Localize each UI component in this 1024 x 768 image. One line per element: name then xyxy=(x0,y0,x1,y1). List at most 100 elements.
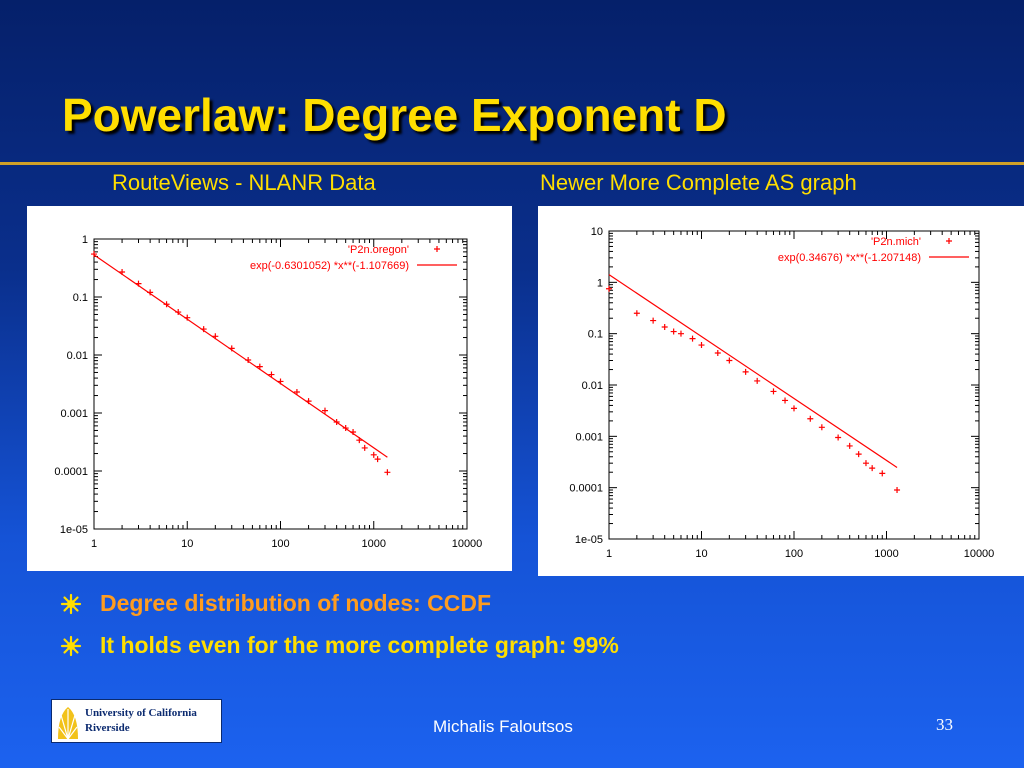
bullet-item: Degree distribution of nodes: CCDF xyxy=(60,590,491,617)
y-tick-label: 1e-05 xyxy=(60,524,88,536)
data-point xyxy=(650,317,657,324)
bullet-text: It holds even for the more complete grap… xyxy=(100,632,619,658)
data-point xyxy=(333,418,340,425)
data-point xyxy=(256,363,263,370)
data-point xyxy=(277,378,284,385)
y-tick-label: 0.1 xyxy=(588,329,603,341)
data-point xyxy=(293,389,300,396)
data-point xyxy=(670,328,677,335)
y-tick-label: 0.0001 xyxy=(54,466,88,478)
footer-author: Michalis Faloutsos xyxy=(433,717,573,736)
data-point xyxy=(370,451,377,458)
x-tick-label: 10000 xyxy=(452,538,483,550)
y-tick-label: 1 xyxy=(82,234,88,246)
data-point xyxy=(879,470,886,477)
x-tick-label: 100 xyxy=(785,548,803,560)
data-point xyxy=(633,310,640,317)
data-point xyxy=(342,425,349,432)
x-tick-label: 100 xyxy=(271,538,289,550)
burst-bullet-icon xyxy=(60,635,82,656)
legend-label-points: 'P2n.oregon' xyxy=(348,244,409,256)
legend-label-fit: exp(-0.6301052) *x**(-1.107669) xyxy=(250,260,409,272)
y-tick-label: 0.001 xyxy=(575,431,603,443)
x-tick-label: 1000 xyxy=(362,538,386,550)
legend-label-fit: exp(0.34676) *x**(-1.207148) xyxy=(778,252,921,264)
data-point xyxy=(119,268,126,275)
data-point xyxy=(869,465,876,472)
y-tick-label: 1e-05 xyxy=(575,534,603,546)
burst-bullet-icon xyxy=(60,593,82,614)
logo-line-1: University of California xyxy=(85,707,197,719)
legend-marker-points xyxy=(946,238,952,244)
logo-line-2: Riverside xyxy=(85,722,130,734)
y-tick-label: 1 xyxy=(597,277,603,289)
x-tick-label: 10 xyxy=(181,538,193,550)
x-tick-label: 1 xyxy=(91,538,97,550)
data-point xyxy=(147,289,154,296)
y-tick-label: 0.001 xyxy=(60,408,88,420)
chart-oregon: 1 10 100 1000 10000 1 0.1 0.01 0.001 0.0001 1e-05 '… xyxy=(54,234,483,550)
data-point xyxy=(200,326,207,333)
slide-number: 33 xyxy=(936,715,953,734)
data-point xyxy=(835,434,842,441)
data-point xyxy=(305,398,312,405)
fit-line xyxy=(608,274,898,468)
data-point xyxy=(689,335,696,342)
data-point xyxy=(228,345,235,352)
data-point xyxy=(754,377,761,384)
x-tick-label: 1000 xyxy=(874,548,898,560)
data-point xyxy=(698,342,705,349)
chart-mich: 1 10 100 1000 10000 10 1 0.1 0.01 0.001 0.0001 1e-0… xyxy=(569,226,995,560)
y-tick-label: 0.1 xyxy=(73,292,88,304)
y-tick-label: 0.0001 xyxy=(569,483,603,495)
data-point xyxy=(356,437,363,444)
data-point xyxy=(726,357,733,364)
data-point xyxy=(321,407,328,414)
data-point xyxy=(91,251,97,258)
chart-panel-oregon: 1 10 100 1000 10000 1 0.1 0.01 0.001 0.0001 1e-05 '… xyxy=(27,206,512,571)
fit-line xyxy=(93,254,388,458)
data-point xyxy=(807,415,814,422)
sun-seal-icon xyxy=(55,701,81,741)
data-point xyxy=(714,350,721,357)
data-point xyxy=(894,487,901,494)
chart-left-subtitle: RouteViews - NLANR Data xyxy=(112,170,376,195)
data-point xyxy=(163,301,170,308)
logo-wordmark: University of California Riverside xyxy=(85,706,197,736)
data-point xyxy=(855,451,862,458)
data-point xyxy=(862,460,869,467)
x-tick-label: 1 xyxy=(606,548,612,560)
data-point xyxy=(135,280,142,287)
data-point xyxy=(791,405,797,412)
x-tick-label: 10 xyxy=(695,548,707,560)
data-point xyxy=(606,285,612,292)
bullet-text: Degree distribution of nodes: CCDF xyxy=(100,590,491,616)
y-tick-label: 0.01 xyxy=(67,350,88,362)
data-point xyxy=(175,309,182,316)
data-point xyxy=(374,456,381,463)
data-point xyxy=(212,333,219,340)
data-point xyxy=(245,356,252,363)
legend-marker-points xyxy=(434,246,440,252)
chart-right-subtitle: Newer More Complete AS graph xyxy=(540,170,857,195)
data-point xyxy=(742,368,749,375)
data-point xyxy=(846,442,853,449)
title-divider xyxy=(0,162,1024,165)
chart-panel-mich: 1 10 100 1000 10000 10 1 0.1 0.01 0.001 0.0001 1e-0… xyxy=(538,206,1024,576)
data-point xyxy=(770,388,777,395)
data-point xyxy=(384,469,391,476)
slide-title: Powerlaw: Degree Exponent D xyxy=(62,89,727,141)
data-point xyxy=(350,429,357,436)
legend-label-points: 'P2n.mich' xyxy=(871,236,921,248)
data-point xyxy=(677,330,684,337)
ucr-logo: University of California Riverside xyxy=(51,699,222,743)
data-point xyxy=(782,397,789,404)
plot-frame xyxy=(608,230,980,540)
data-point xyxy=(661,323,668,330)
data-point xyxy=(818,424,825,431)
y-tick-label: 0.01 xyxy=(582,380,603,392)
data-point xyxy=(268,371,275,378)
y-tick-label: 10 xyxy=(591,226,603,238)
x-tick-label: 10000 xyxy=(964,548,995,560)
data-point xyxy=(184,314,191,321)
